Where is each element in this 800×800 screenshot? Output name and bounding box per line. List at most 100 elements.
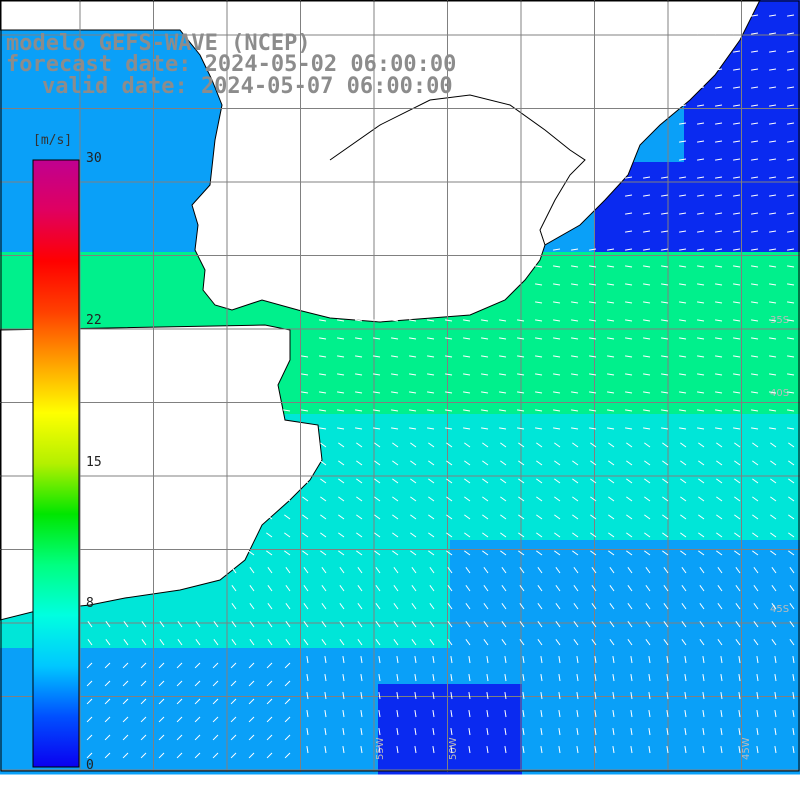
speed-cell (756, 684, 775, 703)
speed-cell (306, 702, 325, 721)
wind-arrow (576, 674, 579, 682)
speed-cell (738, 396, 757, 415)
speed-cell (666, 738, 685, 757)
speed-cell (594, 522, 613, 541)
speed-cell (756, 414, 775, 433)
speed-cell (306, 378, 325, 397)
speed-cell (684, 648, 703, 667)
speed-cell (666, 594, 685, 613)
wind-arrow (554, 532, 561, 538)
wind-vectors (86, 14, 795, 759)
wind-arrow (663, 639, 669, 646)
speed-cell (738, 270, 757, 289)
speed-cell (540, 558, 559, 577)
wind-arrow (481, 427, 489, 430)
wind-arrow (356, 550, 363, 556)
speed-cell (702, 270, 721, 289)
speed-cell (360, 666, 379, 685)
speed-cell (594, 234, 613, 253)
speed-cell (126, 90, 145, 109)
wind-arrow (751, 158, 759, 161)
wind-arrow (589, 409, 597, 412)
speed-cell (450, 360, 469, 379)
speed-cell (450, 720, 469, 739)
speed-cell (378, 684, 397, 703)
wind-arrow (607, 355, 615, 358)
wind-arrow (499, 409, 507, 412)
wind-arrow (522, 746, 525, 754)
speed-cell (486, 666, 505, 685)
wind-arrow (607, 319, 615, 322)
wind-arrow (356, 460, 363, 466)
speed-cell (702, 522, 721, 541)
speed-cell (684, 594, 703, 613)
wind-arrow (212, 662, 219, 669)
speed-cell (720, 72, 739, 91)
speed-cell (648, 234, 667, 253)
speed-cell (558, 414, 577, 433)
wind-arrow (661, 391, 669, 394)
wind-arrow (625, 355, 633, 358)
speed-cell (612, 342, 631, 361)
speed-cell (576, 756, 595, 775)
speed-cell (180, 648, 199, 667)
speed-cell (630, 684, 649, 703)
speed-cell (450, 684, 469, 703)
wind-arrow (375, 639, 381, 646)
speed-cell (612, 306, 631, 325)
wind-arrow (319, 427, 327, 430)
wind-arrow (306, 674, 309, 682)
speed-cell (450, 414, 469, 433)
wind-arrow (612, 692, 615, 700)
wind-arrow (733, 68, 741, 71)
speed-cell (540, 306, 559, 325)
speed-cell (54, 126, 73, 145)
speed-cell (162, 252, 181, 271)
wind-arrow (627, 567, 633, 574)
wind-arrow (391, 337, 399, 340)
wind-arrow (373, 391, 381, 394)
speed-cell (90, 666, 109, 685)
speed-cell (684, 378, 703, 397)
speed-cell (522, 342, 541, 361)
speed-cell (774, 666, 793, 685)
wind-arrow (679, 230, 687, 233)
wind-arrow (698, 496, 705, 502)
wind-arrow (625, 427, 633, 430)
speed-cell (306, 486, 325, 505)
wind-arrow (681, 621, 687, 628)
wind-arrow (522, 728, 525, 736)
speed-cell (648, 738, 667, 757)
wind-arrow (697, 50, 705, 53)
speed-cell (504, 702, 523, 721)
speed-cell (504, 378, 523, 397)
speed-cell (378, 396, 397, 415)
speed-cell (288, 666, 307, 685)
wind-arrow (715, 409, 723, 412)
speed-cell (756, 72, 775, 91)
wind-arrow (715, 14, 723, 17)
wind-arrow (738, 728, 741, 736)
wind-arrow (249, 585, 255, 592)
speed-cell (594, 396, 613, 415)
wind-arrow (231, 639, 237, 646)
wind-arrow (571, 337, 579, 340)
speed-cell (360, 360, 379, 379)
wind-arrow (681, 567, 687, 574)
speed-cell (108, 108, 127, 127)
wind-arrow (355, 409, 363, 412)
wind-arrow (540, 692, 543, 700)
wind-arrow (662, 442, 669, 448)
speed-cell (162, 36, 181, 55)
speed-cell (792, 720, 800, 739)
wind-arrow (338, 532, 345, 538)
speed-cell (648, 180, 667, 199)
wind-arrow (409, 409, 417, 412)
speed-cell (720, 450, 739, 469)
speed-cell (702, 738, 721, 757)
wind-arrow (393, 621, 399, 628)
speed-cell (414, 450, 433, 469)
wind-arrow (787, 427, 795, 430)
speed-cell (684, 576, 703, 595)
speed-cell (270, 558, 289, 577)
